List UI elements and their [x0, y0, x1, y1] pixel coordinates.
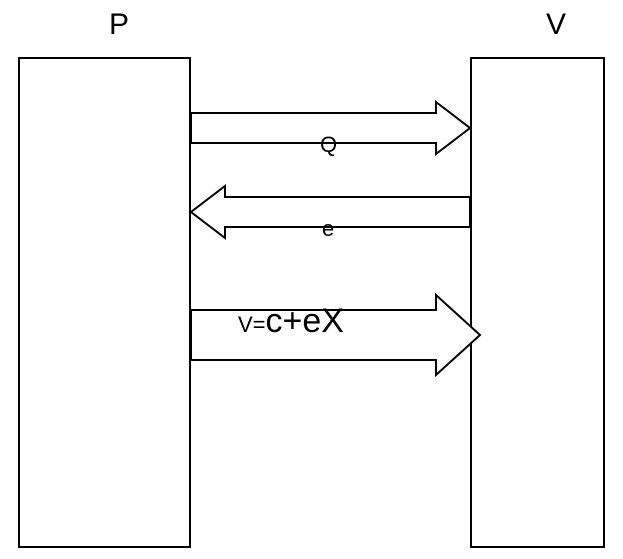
- left-header-label: P: [109, 8, 129, 42]
- arrow-e-label: e: [322, 216, 334, 242]
- left-box-p: [18, 57, 191, 548]
- arrow-v-label-prefix: V=: [238, 312, 266, 337]
- right-header-label: V: [546, 8, 566, 42]
- arrow-v-label: V=c+eX: [238, 302, 344, 341]
- arrow-v-label-expr: c+eX: [266, 302, 344, 340]
- arrow-q-label: Q: [320, 132, 337, 158]
- right-box-v: [470, 57, 605, 548]
